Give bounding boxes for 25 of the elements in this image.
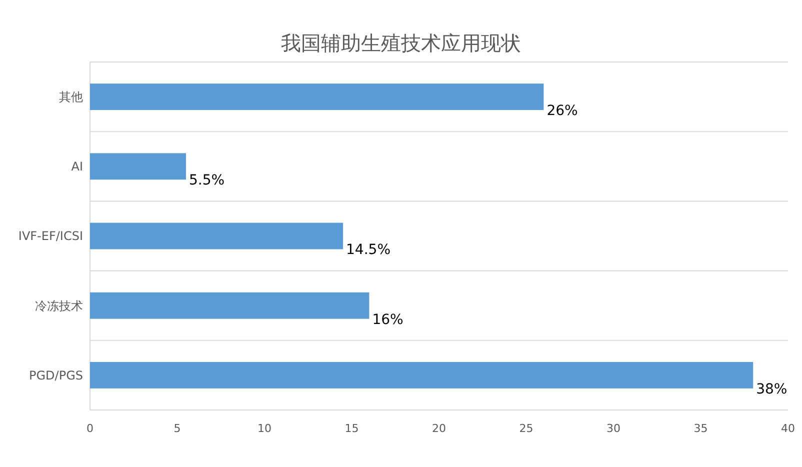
- bar: [90, 84, 544, 110]
- data-label: 14.5%: [346, 242, 391, 258]
- data-label: 16%: [372, 312, 404, 328]
- y-tick-label: IVF-EF/ICSI: [18, 229, 83, 244]
- chart-title: 我国辅助生殖技术应用现状: [281, 31, 521, 55]
- x-tick-label: 15: [344, 422, 359, 435]
- x-tick-label: 25: [519, 422, 534, 435]
- x-tick-label: 40: [781, 422, 795, 435]
- x-tick-label: 10: [258, 422, 272, 435]
- y-tick-label: PGD/PGS: [29, 368, 83, 382]
- x-tick-label: 20: [432, 422, 446, 435]
- data-label: 38%: [756, 381, 788, 398]
- bar: [90, 153, 186, 180]
- x-tick-label: 5: [174, 422, 181, 435]
- data-label: 26%: [546, 103, 578, 120]
- x-tick-label: 0: [86, 422, 94, 435]
- y-tick-label: AI: [71, 160, 83, 174]
- x-tick-label: 35: [694, 422, 708, 435]
- x-tick-label: 30: [606, 422, 620, 435]
- bar: [90, 222, 344, 250]
- data-label: 5.5%: [188, 172, 225, 189]
- bar: [90, 362, 754, 388]
- bar: [90, 292, 370, 319]
- y-tick-label: 冷冻技术: [35, 298, 83, 313]
- y-tick-label: 其他: [59, 90, 83, 104]
